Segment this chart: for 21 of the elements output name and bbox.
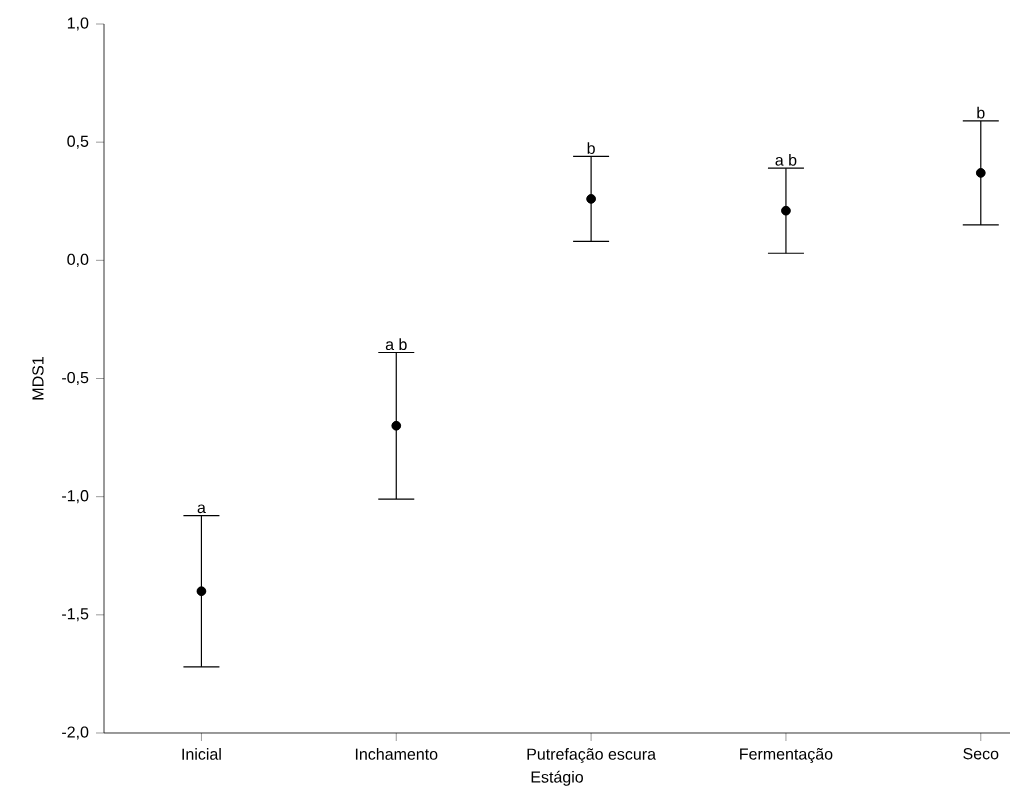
x-tick-label: Seco [963,748,999,760]
annotation: a [197,504,206,514]
y-axis-title: MDS1 [32,357,44,400]
y-tick-label: 1,0 [67,17,89,31]
point [975,168,986,178]
point [586,194,596,204]
y-tick-label: 0,0 [67,253,89,267]
x-tick-label: Inchamento [355,748,438,760]
y-tick-label: -1,0 [62,490,89,504]
annotation: a b [775,154,797,166]
x-axis-title: Estágio [531,770,584,786]
y-tick-label: -2,0 [62,726,89,740]
y-tick-label: 0,5 [67,135,89,149]
annotation: b [977,106,985,119]
annotation: a b [385,338,407,351]
y-tick-label: -0,5 [62,371,89,386]
x-tick-label: Putrefação escura [527,748,657,764]
annotation: b [587,142,595,154]
y-tick-label: -1,5 [62,608,89,622]
x-tick-label: Inicial [182,748,221,760]
x-tick-label: Fermentação [740,748,833,763]
